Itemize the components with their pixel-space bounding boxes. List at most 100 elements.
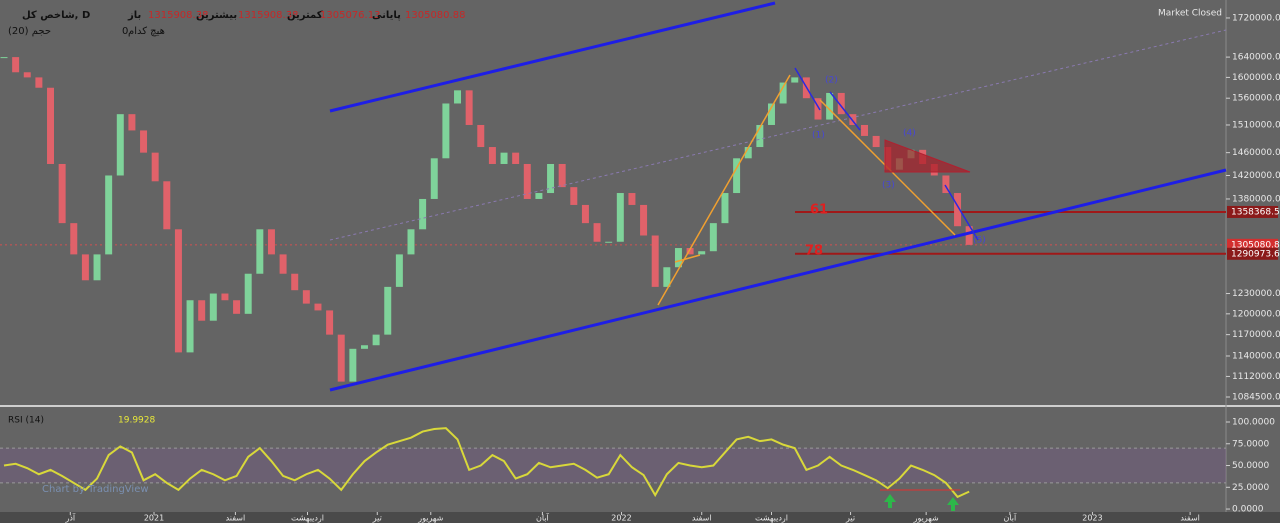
fib-label: 78 bbox=[805, 244, 823, 259]
price-tag bbox=[1227, 247, 1278, 260]
candle bbox=[267, 229, 275, 255]
candle bbox=[477, 124, 485, 148]
channel-upper bbox=[329, 1, 776, 113]
candle bbox=[605, 241, 613, 243]
candle bbox=[35, 77, 43, 88]
y-tick-label: 1720000.00 bbox=[1232, 13, 1280, 23]
candle bbox=[454, 90, 462, 104]
low-value: 1305076.13 bbox=[320, 10, 380, 21]
x-tick-label: 2023 bbox=[1082, 514, 1102, 523]
candle bbox=[279, 254, 287, 274]
candle bbox=[965, 226, 973, 245]
rsi-value: 19.9928 bbox=[118, 416, 155, 426]
candle bbox=[128, 114, 136, 131]
candle bbox=[140, 130, 148, 153]
high-value: 1315908.38 bbox=[238, 10, 298, 21]
candle bbox=[372, 334, 380, 346]
y-tick-label: 75.0000 bbox=[1232, 439, 1269, 449]
trend-line bbox=[829, 91, 861, 131]
candle bbox=[349, 348, 357, 382]
close-label: پایانی bbox=[372, 10, 401, 21]
x-tick-label: شهریور bbox=[913, 514, 939, 523]
y-tick-label: 1380000.00 bbox=[1232, 194, 1280, 204]
candle bbox=[0, 57, 8, 59]
candle bbox=[698, 251, 706, 255]
x-tick-label: تیر bbox=[845, 514, 855, 523]
candle bbox=[779, 82, 787, 104]
y-tick-label: 50.0000 bbox=[1232, 461, 1269, 471]
candle bbox=[58, 163, 66, 224]
candle bbox=[105, 175, 113, 255]
volume-label: حجم (20) bbox=[8, 26, 51, 37]
candle bbox=[954, 193, 962, 227]
up-arrow bbox=[884, 494, 896, 508]
candle bbox=[581, 204, 589, 224]
candle bbox=[488, 147, 496, 164]
y-tick-label: 1230000.00 bbox=[1232, 289, 1280, 299]
candle bbox=[209, 293, 217, 321]
candle bbox=[12, 57, 20, 73]
candle bbox=[70, 223, 78, 255]
x-tick-label: آذر bbox=[64, 513, 75, 523]
y-tick-label: 1140000.00 bbox=[1232, 351, 1280, 361]
rsi-title: RSI (14) bbox=[8, 416, 44, 426]
y-tick-label: 100.0000 bbox=[1232, 418, 1275, 428]
rsi-line bbox=[3, 427, 970, 499]
candle bbox=[547, 163, 555, 194]
y-tick-label: 0.0000 bbox=[1232, 505, 1264, 515]
candle bbox=[221, 293, 229, 301]
candle bbox=[465, 90, 473, 125]
price-tag bbox=[1227, 205, 1278, 218]
candle bbox=[256, 229, 264, 274]
candle bbox=[326, 310, 334, 335]
candle bbox=[430, 158, 438, 199]
candle bbox=[81, 254, 89, 281]
y-tick-label: 1460000.00 bbox=[1232, 148, 1280, 158]
y-tick-label: 1510000.00 bbox=[1232, 120, 1280, 130]
candle bbox=[523, 163, 531, 199]
y-tick-label: 1170000.00 bbox=[1232, 330, 1280, 340]
candle bbox=[23, 72, 31, 78]
y-tick-label: 1560000.00 bbox=[1232, 94, 1280, 104]
candle bbox=[767, 103, 775, 125]
triangle bbox=[884, 139, 971, 173]
y-tick-label: 1200000.00 bbox=[1232, 309, 1280, 319]
x-tick-label: 2022 bbox=[611, 514, 631, 523]
candle bbox=[686, 248, 694, 255]
price-tag-label: 1290973.66 bbox=[1231, 249, 1280, 259]
y-tick-label: 1640000.00 bbox=[1232, 53, 1280, 63]
x-tick-label: شهریور bbox=[417, 514, 443, 523]
wave-line bbox=[657, 74, 791, 306]
candle bbox=[419, 198, 427, 230]
candle bbox=[558, 163, 566, 188]
watermark: Chart by TradingView bbox=[42, 484, 149, 495]
x-tick-label: 2021 bbox=[144, 514, 164, 523]
candle bbox=[337, 334, 345, 382]
y-tick-label: 1112000.00 bbox=[1232, 372, 1280, 382]
candle bbox=[791, 77, 799, 83]
candle bbox=[314, 303, 322, 311]
plot bbox=[0, 57, 1226, 499]
candle bbox=[570, 187, 578, 205]
x-tick-label: تیر bbox=[372, 514, 382, 523]
candle bbox=[674, 248, 682, 268]
open-label: باز bbox=[127, 10, 141, 21]
y-tick-label: 25.0000 bbox=[1232, 483, 1269, 493]
symbol: شاخص کل, D bbox=[22, 10, 90, 21]
candle bbox=[826, 92, 834, 120]
candle bbox=[942, 175, 950, 194]
candle bbox=[116, 114, 124, 176]
y-tick-label: 1420000.00 bbox=[1232, 171, 1280, 181]
x-tick-label: اردیبهشت bbox=[755, 514, 788, 523]
low-label: کمترین bbox=[287, 10, 323, 21]
none-label: هیچ کدام bbox=[128, 26, 165, 37]
candle bbox=[384, 286, 392, 335]
candle bbox=[744, 147, 752, 159]
wave-label: (3) bbox=[882, 181, 895, 191]
candle bbox=[186, 300, 194, 353]
price-tag-label: 1358368.53 bbox=[1231, 207, 1280, 217]
close-value: 1305080.88 bbox=[405, 10, 465, 21]
candle bbox=[593, 223, 601, 242]
